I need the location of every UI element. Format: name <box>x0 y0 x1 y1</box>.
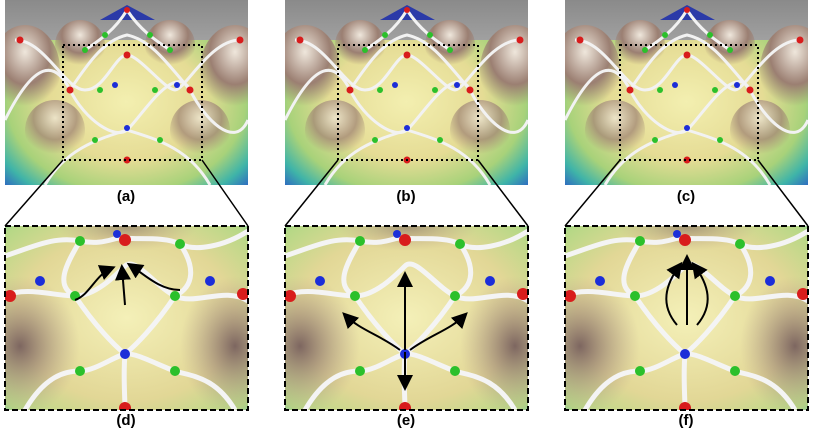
zoom-render-d <box>0 201 290 416</box>
frame-e <box>284 225 529 411</box>
zoom-box-b <box>337 44 479 161</box>
connector <box>477 159 529 227</box>
arrow <box>665 261 683 326</box>
arrow <box>126 262 181 291</box>
connector <box>757 159 809 227</box>
zoom-box-a <box>62 44 203 161</box>
arrow <box>114 264 131 306</box>
panel-label: (e) <box>397 412 415 429</box>
render-b <box>285 0 528 185</box>
panel-label: (b) <box>396 188 415 205</box>
panel-label: (c) <box>677 188 695 205</box>
panel-label: (a) <box>117 188 135 205</box>
zoom-boxes <box>62 44 759 161</box>
connector <box>201 159 249 227</box>
panel-label: (d) <box>116 412 135 429</box>
arrow <box>691 261 709 326</box>
connector <box>4 159 64 227</box>
arrow <box>342 312 401 351</box>
frame-d <box>4 225 249 411</box>
arrow <box>74 265 116 301</box>
connector <box>284 159 339 227</box>
panel-label: (f) <box>679 412 694 429</box>
render-c <box>565 0 808 185</box>
connector-lines <box>4 159 809 227</box>
zoom-frames <box>4 225 809 411</box>
arrows <box>74 254 709 391</box>
connector <box>564 159 621 227</box>
frame-f <box>564 225 809 411</box>
zoom-box-c <box>619 44 759 161</box>
arrow <box>409 312 468 351</box>
render-a <box>5 0 248 185</box>
